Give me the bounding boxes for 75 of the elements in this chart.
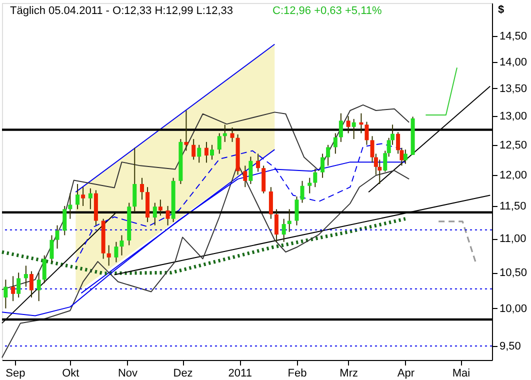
x-tick-label: Feb: [288, 368, 307, 380]
candlestick: [352, 118, 356, 140]
x-tick-label: Sep: [6, 368, 26, 380]
line-series: [0, 217, 408, 276]
candlestick: [326, 144, 330, 166]
candlestick: [262, 165, 266, 194]
candlestick: [243, 165, 248, 188]
candlestick: [300, 180, 304, 204]
candlestick: [11, 276, 16, 302]
candlestick: [29, 270, 34, 298]
candlestick: [68, 192, 72, 220]
candlestick: [364, 121, 369, 146]
y-tick-label: 9,50: [500, 340, 521, 352]
x-tick-label: Okt: [62, 368, 80, 380]
candlestick: [106, 244, 111, 266]
candlestick: [81, 186, 86, 206]
candlestick: [320, 153, 325, 178]
candlestick: [217, 132, 222, 154]
y-tick-label: 14,00: [500, 56, 528, 68]
candlestick: [313, 168, 318, 188]
y-tick-label: 11,00: [500, 233, 526, 246]
chart-title: Täglich 05.04.2011 - O:12,33 H:12,99 L:12,33: [10, 5, 234, 17]
candlestick: [36, 272, 41, 302]
candlestick: [132, 147, 137, 213]
candlestick: [222, 124, 227, 142]
candlestick: [16, 272, 21, 298]
candlestick: [62, 205, 67, 236]
y-tick-label: 10,00: [500, 302, 528, 315]
candlestick: [287, 208, 292, 232]
candlestick: [338, 112, 343, 142]
candlestick: [346, 116, 350, 134]
x-tick-label: Mrz: [340, 368, 358, 380]
y-tick-label: 13,00: [500, 110, 528, 123]
y-axis-title: $: [498, 4, 504, 16]
candlestick: [50, 234, 54, 263]
candlestick: [114, 241, 118, 263]
y-tick-label: 13,50: [500, 82, 528, 95]
x-tick-label: Mai: [452, 368, 470, 380]
candlestick: [140, 177, 144, 200]
candlestick: [248, 156, 253, 184]
candlestick: [204, 141, 208, 164]
candlestick: [24, 265, 28, 288]
candlestick: [333, 132, 338, 154]
candlestick: [184, 110, 188, 152]
candlestick: [268, 186, 273, 220]
candlestick: [308, 177, 312, 194]
candlestick: [88, 188, 92, 210]
y-tick-label: 12,50: [500, 139, 528, 152]
candlestick: [274, 208, 278, 242]
candlestick: [152, 202, 157, 226]
candlestick: [403, 149, 408, 164]
candlestick: [55, 224, 60, 250]
x-tick-label: Apr: [397, 368, 415, 380]
candlestick: [192, 138, 196, 160]
candlestick: [230, 126, 234, 142]
candlestick: [282, 218, 286, 242]
y-tick-label: 10,50: [500, 267, 528, 280]
candlestick: [158, 199, 162, 216]
x-tick-label: Dez: [173, 368, 193, 380]
x-tick-label: 2011: [228, 368, 252, 380]
candlestick: [166, 205, 170, 226]
y-tick-label: 11,50: [500, 200, 526, 212]
x-tick-label: Nov: [118, 368, 138, 380]
candlestick: [120, 234, 124, 256]
candlestick: [210, 144, 214, 160]
y-tick-label: 14,50: [500, 30, 528, 43]
candlestick: [197, 144, 202, 164]
line-series: [2, 104, 410, 290]
annotation: C:12,96 +0,63 +5,11%: [272, 5, 382, 17]
y-tick-label: 12,00: [500, 169, 528, 182]
candlestick: [294, 196, 299, 226]
candlestick: [42, 254, 46, 284]
candlestick: [4, 279, 8, 309]
candlestick: [256, 153, 260, 172]
candlestick: [76, 184, 80, 210]
